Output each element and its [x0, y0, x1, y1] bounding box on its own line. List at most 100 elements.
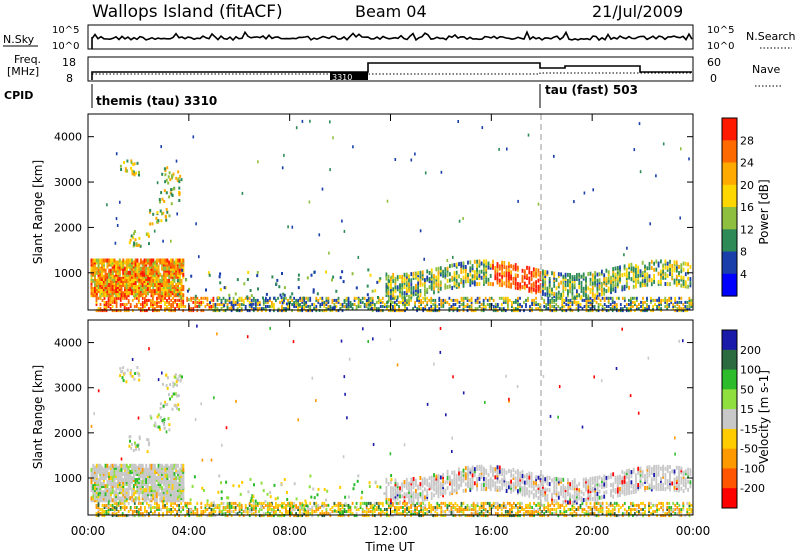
heatmap-cell [424, 305, 426, 308]
heatmap-cell [142, 490, 144, 494]
heatmap-cell [658, 508, 660, 511]
heatmap-cell [138, 174, 140, 177]
heatmap-cell [662, 299, 664, 302]
heatmap-cell [590, 278, 592, 282]
heatmap-cell [517, 286, 519, 290]
heatmap-cell [524, 282, 526, 286]
heatmap-cell [255, 299, 257, 302]
heatmap-cell [420, 275, 422, 279]
heatmap-cell [623, 253, 625, 256]
heatmap-cell [100, 508, 102, 511]
heatmap-cell [350, 301, 352, 304]
heatmap-cell [136, 303, 138, 306]
heatmap-cell [401, 295, 403, 299]
heatmap-cell [106, 504, 108, 507]
heatmap-cell [163, 291, 165, 295]
heatmap-cell [281, 502, 283, 505]
heatmap-cell [477, 502, 479, 505]
heatmap-cell [522, 285, 524, 289]
heatmap-cell [433, 280, 435, 284]
heatmap-cell [136, 478, 138, 482]
heatmap-cell [444, 510, 446, 513]
heatmap-cell [440, 502, 442, 505]
heatmap-cell [170, 281, 172, 285]
heatmap-cell [429, 277, 431, 281]
heatmap-cell [499, 279, 501, 283]
heatmap-cell [459, 220, 461, 223]
heatmap-cell [447, 504, 449, 507]
heatmap-cell [346, 510, 348, 513]
heatmap-cell [553, 284, 555, 288]
heatmap-cell [161, 259, 163, 263]
heatmap-cell [426, 276, 428, 280]
heatmap-cell [299, 502, 301, 505]
heatmap-cell [122, 303, 124, 306]
heatmap-cell [213, 297, 215, 300]
heatmap-cell [163, 273, 165, 277]
heatmap-cell [397, 285, 399, 289]
heatmap-cell [602, 305, 604, 308]
heatmap-cell [368, 297, 370, 300]
heatmap-cell [598, 508, 600, 511]
nave-label: Nave [752, 63, 780, 76]
heatmap-cell [410, 510, 412, 513]
heatmap-cell [130, 506, 132, 509]
heatmap-cell [115, 283, 117, 287]
heatmap-cell [117, 275, 119, 279]
heatmap-cell [444, 271, 446, 275]
heatmap-cell [209, 274, 211, 277]
heatmap-cell [553, 504, 555, 507]
heatmap-cell [208, 271, 210, 274]
heatmap-cell [615, 289, 617, 293]
heatmap-cell [513, 265, 515, 269]
heatmap-cell [638, 303, 640, 306]
heatmap-cell [678, 301, 680, 304]
heatmap-cell [276, 279, 278, 282]
heatmap-cell [283, 297, 285, 300]
heatmap-cell [640, 305, 642, 308]
heatmap-cell [99, 259, 101, 263]
heatmap-cell [608, 297, 610, 300]
heatmap-cell [163, 259, 165, 263]
heatmap-cell [165, 216, 167, 219]
heatmap-cell [108, 269, 110, 273]
heatmap-cell [296, 126, 298, 129]
heatmap-cell [599, 293, 601, 297]
heatmap-cell [136, 506, 138, 509]
heatmap-cell [485, 280, 487, 284]
heatmap-cell [608, 305, 610, 308]
heatmap-cell [110, 504, 112, 507]
heatmap-cell [98, 259, 100, 263]
heatmap-cell [126, 279, 128, 283]
heatmap-cell [124, 297, 126, 300]
heatmap-cell [574, 296, 576, 300]
heatmap-cell [129, 271, 131, 275]
heatmap-cell [106, 484, 108, 488]
heatmap-cell [112, 482, 114, 486]
heatmap-cell [380, 299, 382, 302]
heatmap-cell [91, 267, 93, 271]
heatmap-cell [164, 504, 166, 507]
heatmap-cell [526, 266, 528, 270]
heatmap-cell [578, 285, 580, 289]
heatmap-cell [521, 305, 523, 308]
heatmap-cell [668, 506, 670, 509]
heatmap-cell [501, 279, 503, 283]
heatmap-cell [161, 212, 163, 215]
heatmap-cell [616, 502, 618, 505]
heatmap-cell [494, 274, 496, 278]
heatmap-cell [474, 274, 476, 278]
heatmap-cell [477, 297, 479, 300]
heatmap-cell [319, 297, 321, 300]
heatmap-cell [142, 289, 144, 293]
heatmap-cell [671, 268, 673, 272]
heatmap-cell [131, 265, 133, 269]
heatmap-cell [131, 488, 133, 492]
heatmap-cell [91, 496, 93, 500]
heatmap-cell [131, 259, 133, 263]
heatmap-cell [426, 508, 428, 511]
heatmap-cell [687, 277, 689, 281]
heatmap-cell [537, 502, 539, 505]
heatmap-cell [549, 293, 551, 297]
heatmap-cell [574, 510, 576, 513]
